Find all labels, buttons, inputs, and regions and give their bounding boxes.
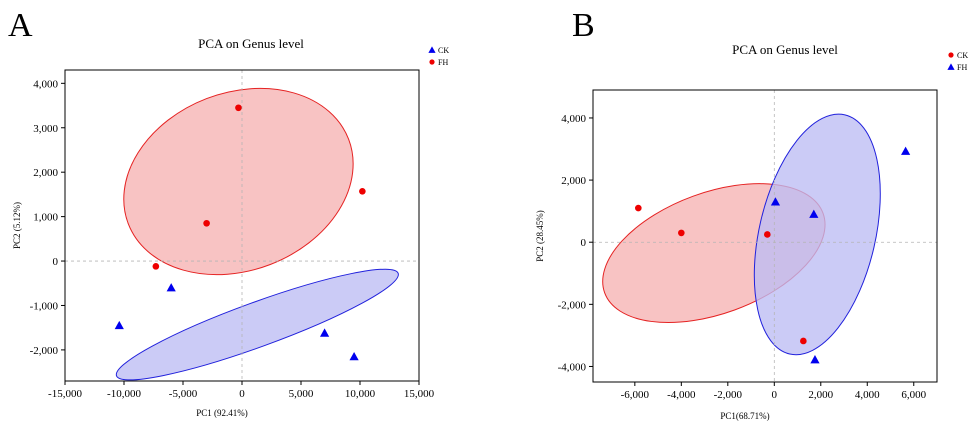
x-tick-label: -10,000 [107,388,141,400]
x-tick-label: -4,000 [667,389,696,401]
panel-letter-b: B [572,7,595,44]
data-point-fh [235,104,242,111]
x-tick-label: 0 [772,389,778,401]
legend-marker-ck [428,46,435,52]
y-tick-label: 4,000 [33,78,58,90]
legend-label-ck: CK [438,46,449,55]
data-point-ck [115,321,124,329]
chart-title: PCA on Genus level [198,36,304,51]
legend: CK FH [428,46,449,67]
confidence-ellipse-ck [109,252,406,396]
y-tick-label: 4,000 [561,113,586,125]
y-tick-label: 0 [53,256,59,268]
y-tick-label: -2,000 [558,299,587,311]
data-point-ck [800,338,807,345]
data-point-ck [167,283,176,291]
y-tick-label: 1,000 [33,212,58,224]
data-point-ck [635,205,642,212]
data-point-ck [764,231,771,238]
data-point-fh [901,147,910,155]
x-tick-label: 5,000 [289,388,314,400]
x-tick-label: 2,000 [808,389,833,401]
y-axis-label: PC2 (5.12%) [12,202,22,249]
data-point-fh [359,188,366,195]
y-tick-label: 2,000 [561,175,586,187]
legend-marker-fh [429,59,434,64]
y-axis-label: PC2 (28.45%) [535,210,545,262]
legend-marker-ck [948,52,953,57]
data-point-ck [350,352,359,360]
x-tick-label: 0 [239,388,245,400]
x-tick-label: 15,000 [404,388,435,400]
confidence-ellipse-fh [96,56,380,306]
data-point-ck [678,230,685,237]
y-tick-label: 0 [581,237,587,249]
data-point-fh [153,263,160,270]
panel-letter-a: A [8,7,33,44]
legend-marker-fh [947,63,954,69]
legend-label-ck: CK [957,51,968,60]
data-point-ck [320,328,329,336]
chart-panel-a: -15,000 -10,000 -5,000 0 5,000 10,000 15,000 -2… [12,36,449,418]
x-tick-label: 4,000 [855,389,880,401]
y-tick-label: -4,000 [558,361,587,373]
x-axis-label: PC1 (92.41%) [196,408,248,418]
x-tick-label: -15,000 [48,388,82,400]
data-point-fh [203,220,210,227]
confidence-ellipse-fh [733,102,901,367]
chart-title: PCA on Genus level [732,42,838,57]
legend-label-fh: FH [438,58,448,67]
legend-label-fh: FH [957,63,967,72]
chart-panel-b: -6,000 -4,000 -2,000 0 2,000 4,000 6,000 -4,000… [535,42,968,421]
x-tick-label: -2,000 [714,389,743,401]
x-tick-label: 6,000 [901,389,926,401]
legend: CK FH [947,51,968,72]
data-point-fh [810,355,819,363]
y-tick-label: -1,000 [30,300,59,312]
x-axis-label: PC1(68.71%) [720,411,769,421]
x-tick-label: 10,000 [345,388,376,400]
y-tick-label: -2,000 [30,345,59,357]
y-tick-label: 3,000 [33,123,58,135]
x-tick-label: -6,000 [621,389,650,401]
y-tick-label: 2,000 [33,167,58,179]
x-tick-label: -5,000 [169,388,198,400]
